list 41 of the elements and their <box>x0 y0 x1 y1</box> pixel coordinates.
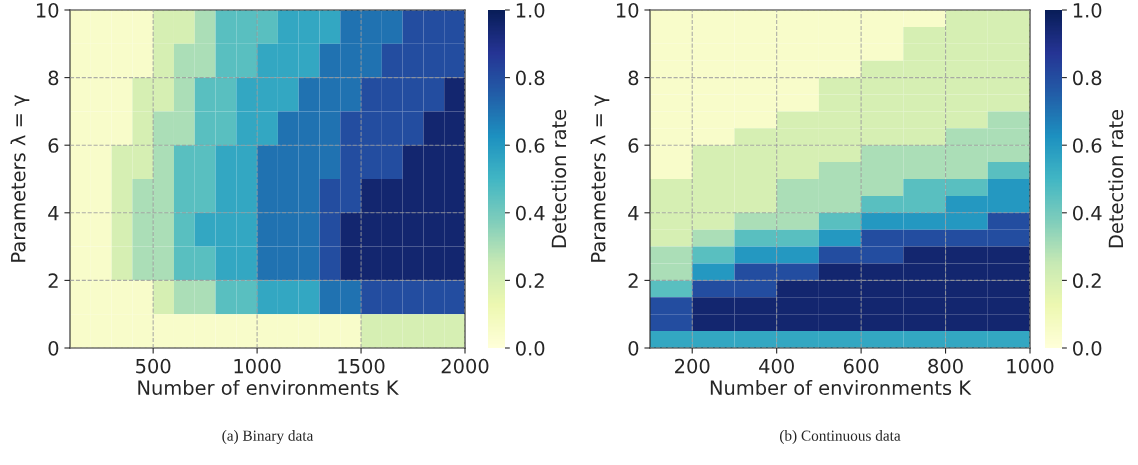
y-tick-label: 6 <box>48 138 59 153</box>
x-tick-label: 500 <box>136 358 171 374</box>
color-bar-label: 0.2 <box>516 273 544 289</box>
y-axis-title: Parameters λ = γ <box>590 95 610 262</box>
color-bar-title: Detection rate <box>551 109 567 248</box>
x-tick-label: 400 <box>759 358 794 374</box>
color-bar-label: 0.8 <box>1073 70 1102 86</box>
y-tick-label: 0 <box>628 340 639 356</box>
color-bar-label: 0.6 <box>1073 138 1102 153</box>
color-bar-label: 0.0 <box>1073 340 1102 356</box>
color-bar-label: 0.2 <box>1073 273 1101 289</box>
color-bar-label: 0.4 <box>516 205 545 221</box>
y-axis-title: Parameters λ = γ <box>10 95 30 262</box>
x-tick-label: 2000 <box>441 358 489 374</box>
color-bar-label: 0.6 <box>516 138 545 153</box>
x-axis-title: Number of environments K <box>138 380 399 396</box>
x-tick-label: 1000 <box>234 358 281 374</box>
y-tick-label: 4 <box>48 206 59 221</box>
y-tick-label: 4 <box>628 206 639 221</box>
y-tick-label: 0 <box>48 340 59 356</box>
color-bar-label: 0.4 <box>1073 205 1102 221</box>
y-tick-label: 10 <box>616 2 639 18</box>
text: (b) Continuous data <box>779 430 901 444</box>
color-bar-label: 1.0 <box>1073 2 1102 18</box>
y-tick-label: 8 <box>628 70 639 86</box>
x-tick-label: 800 <box>928 358 963 374</box>
y-tick-label: 10 <box>36 2 59 18</box>
color-bar-label: 1.0 <box>516 2 545 18</box>
y-tick-label: 2 <box>628 273 638 288</box>
y-tick-label: 8 <box>48 70 59 86</box>
y-tick-label: 6 <box>628 138 639 153</box>
x-tick-label: 600 <box>843 358 879 374</box>
y-tick-label: 2 <box>48 273 58 288</box>
text: (a) Binary data <box>222 430 314 444</box>
color-bar-label: 0.8 <box>516 70 545 86</box>
x-tick-label: 1500 <box>338 358 385 374</box>
color-bar-label: 0.0 <box>516 340 545 356</box>
x-tick-label: 1000 <box>1007 358 1054 374</box>
color-bar-title: Detection rate <box>1108 109 1124 248</box>
x-tick-label: 200 <box>675 358 710 374</box>
x-axis-title: Number of environments K <box>710 380 972 396</box>
